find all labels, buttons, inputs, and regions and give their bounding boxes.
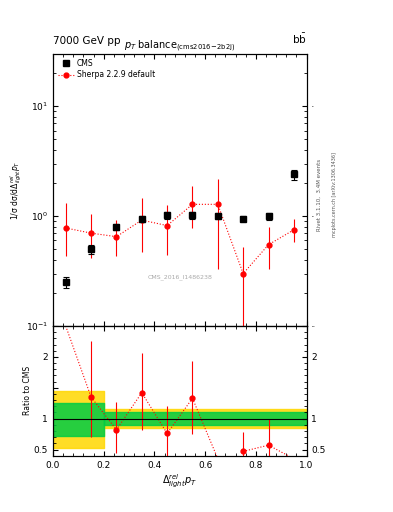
X-axis label: $\Delta^{rel}_{light}p_T$: $\Delta^{rel}_{light}p_T$: [162, 472, 197, 489]
Text: CMS_2016_I1486238: CMS_2016_I1486238: [147, 274, 212, 280]
Legend: CMS, Sherpa 2.2.9 default: CMS, Sherpa 2.2.9 default: [57, 57, 156, 81]
Y-axis label: Ratio to CMS: Ratio to CMS: [24, 366, 33, 415]
Title: $p_T$ balance$\rm_{(cms2016\!-\!2b2j)}$: $p_T$ balance$\rm_{(cms2016\!-\!2b2j)}$: [124, 38, 235, 54]
Text: b$\bar{\rm b}$: b$\bar{\rm b}$: [292, 32, 307, 46]
Text: Rivet 3.1.10,  3.4M events: Rivet 3.1.10, 3.4M events: [316, 159, 321, 230]
Y-axis label: 1/σ dσ/dΔ$^{rel}_{light}p_T$: 1/σ dσ/dΔ$^{rel}_{light}p_T$: [9, 160, 24, 220]
Text: 7000 GeV pp: 7000 GeV pp: [53, 36, 121, 46]
Text: mcplots.cern.ch [arXiv:1306.3436]: mcplots.cern.ch [arXiv:1306.3436]: [332, 152, 337, 237]
